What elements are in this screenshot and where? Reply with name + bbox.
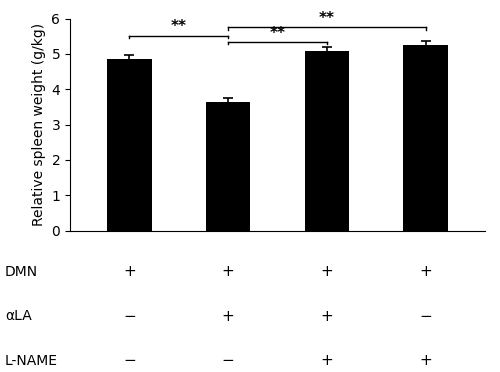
Bar (304, 51, 349, 231)
Bar (404, 45, 448, 231)
Text: −: − (420, 309, 432, 324)
Text: +: + (420, 264, 432, 279)
Text: +: + (320, 264, 334, 279)
Text: −: − (123, 309, 136, 324)
Text: −: − (222, 353, 234, 368)
Text: +: + (420, 353, 432, 368)
Text: L-NAME: L-NAME (5, 354, 58, 368)
Bar (206, 102, 250, 231)
Text: +: + (222, 264, 234, 279)
Text: +: + (320, 309, 334, 324)
Text: +: + (222, 309, 234, 324)
Text: DMN: DMN (5, 264, 38, 279)
Text: −: − (123, 353, 136, 368)
Text: +: + (123, 264, 136, 279)
Text: **: ** (170, 19, 186, 34)
Text: **: ** (270, 26, 285, 41)
Bar (107, 59, 152, 231)
Text: **: ** (319, 11, 335, 26)
Y-axis label: Relative spleen weight (g/kg): Relative spleen weight (g/kg) (32, 23, 46, 226)
Text: αLA: αLA (5, 309, 32, 323)
Text: +: + (320, 353, 334, 368)
